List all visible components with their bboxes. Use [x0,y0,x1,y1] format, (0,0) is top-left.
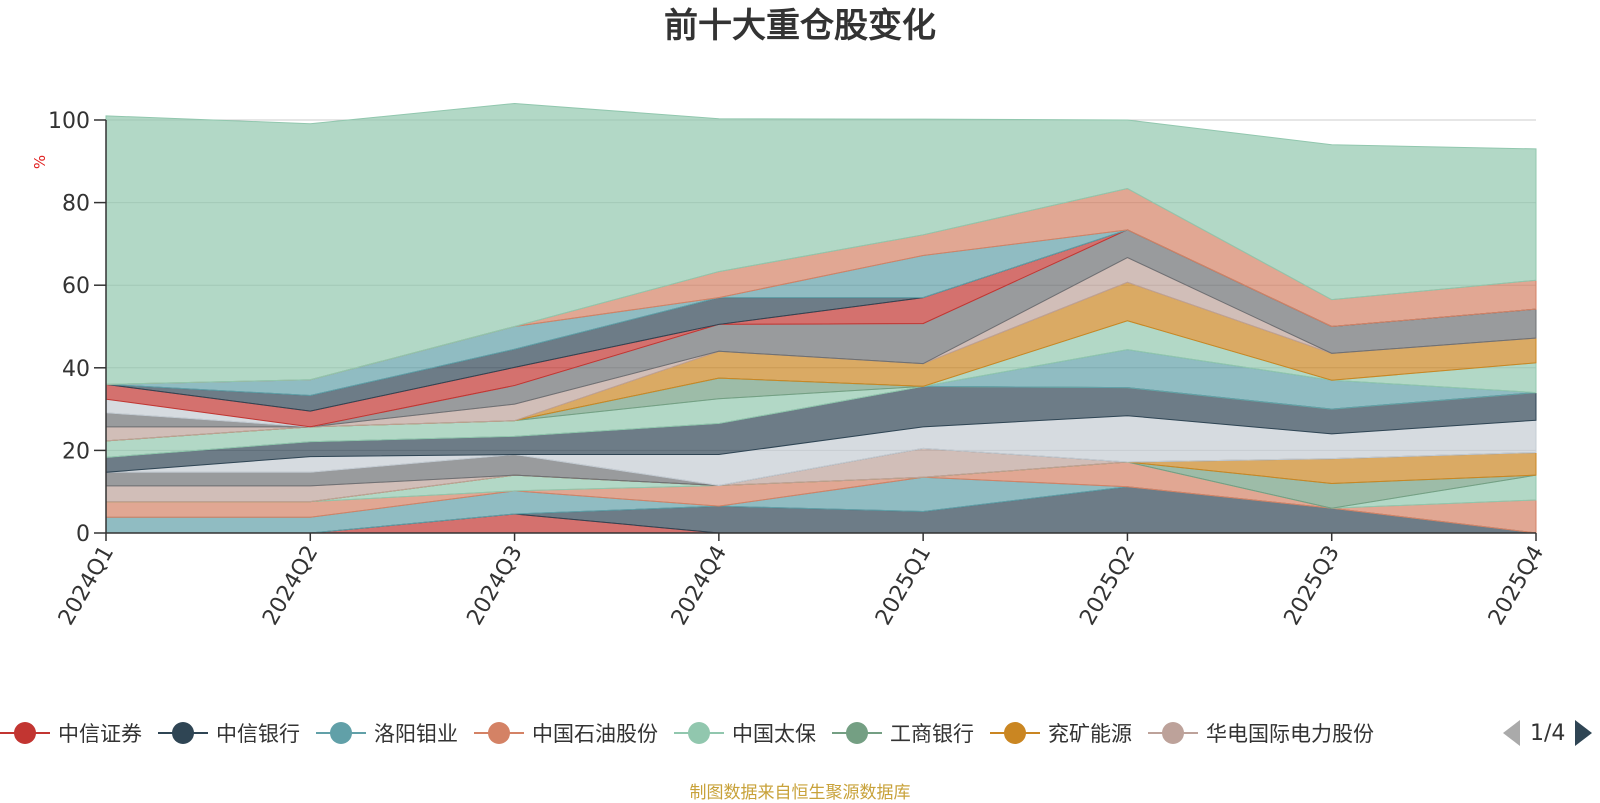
legend-page-indicator: 1/4 [1530,720,1566,746]
chart-title: 前十大重仓股变化 [664,6,936,46]
legend-item-1[interactable]: 中信银行 [158,718,300,748]
x-tick-label: 2025Q3 [1280,542,1345,630]
legend-label: 洛阳钼业 [374,722,458,746]
x-tick-label: 2025Q2 [1075,542,1140,630]
x-tick-label: 2024Q2 [258,542,323,630]
y-axis-unit: % [31,155,49,169]
y-tick-label: 60 [62,274,90,299]
y-tick-label: 0 [76,522,90,547]
legend-item-3[interactable]: 中国石油股份 [474,718,658,748]
legend-label: 兖矿能源 [1048,722,1132,746]
x-tick-label: 2024Q4 [667,542,732,630]
area-series-23 [105,102,1537,385]
legend-label: 中国太保 [732,722,816,746]
legend-symbol [474,722,524,744]
legend-next-icon[interactable] [1571,718,1595,748]
legend-item-5[interactable]: 工商银行 [832,718,974,748]
y-tick-label: 100 [48,109,90,134]
legend-symbol [832,722,882,744]
legend-items: 中信证券 中信银行 洛阳钼业 中国石油股份 中国太保 工商银行 兖矿能源 华电国际电力股份 [0,715,1495,751]
legend-label: 中信银行 [216,722,300,746]
legend-symbol [674,722,724,744]
y-tick-label: 40 [62,357,90,382]
legend-label: 中国石油股份 [532,722,658,746]
y-tick-label: 20 [62,439,90,464]
legend-symbol [0,722,50,744]
area-series [105,102,1537,534]
x-tick-label: 2025Q4 [1484,542,1549,630]
x-tick-label: 2025Q1 [871,542,936,630]
data-source-footer: 制图数据来自恒生聚源数据库 [689,783,911,803]
legend-prev-icon[interactable] [1500,718,1524,748]
y-tick-label: 80 [62,192,90,217]
legend-item-7[interactable]: 华电国际电力股份 [1148,718,1374,748]
legend-label: 工商银行 [890,722,974,746]
legend-symbol [990,722,1040,744]
chart: 前十大重仓股变化 % 0 20 40 60 80 100 2024Q1 2024Q2 2024Q… [31,6,1549,630]
legend-label: 中信证券 [58,722,142,746]
x-tick-label: 2024Q1 [54,542,119,630]
legend-symbol [158,722,208,744]
legend-symbol [1148,722,1198,744]
legend: 中信证券 中信银行 洛阳钼业 中国石油股份 中国太保 工商银行 兖矿能源 华电国际电力股份 1… [0,715,1600,751]
legend-symbol [316,722,366,744]
legend-item-4[interactable]: 中国太保 [674,718,816,748]
legend-item-6[interactable]: 兖矿能源 [990,718,1132,748]
legend-item-2[interactable]: 洛阳钼业 [316,718,458,748]
legend-item-0[interactable]: 中信证券 [0,718,142,748]
legend-pager: 1/4 [1500,715,1595,751]
x-tick-label: 2024Q3 [462,542,527,630]
legend-label: 华电国际电力股份 [1206,722,1374,746]
